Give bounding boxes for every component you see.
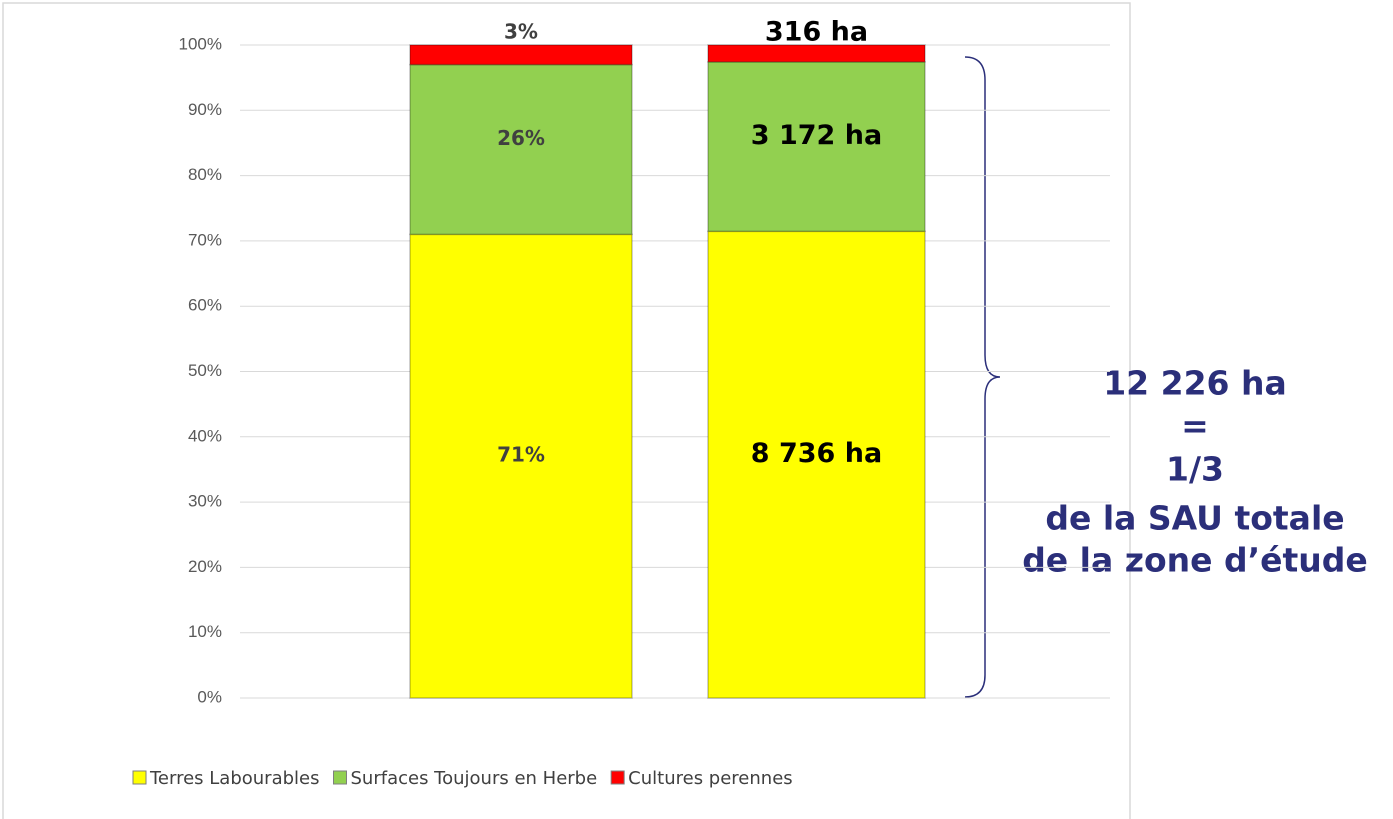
y-tick-label: 20% (188, 557, 222, 576)
y-tick-label: 30% (188, 492, 222, 511)
annotation-line: 1/3 (1166, 450, 1224, 489)
legend-swatch (610, 770, 625, 785)
bar-segment (707, 44, 926, 63)
data-label: 316 ha (765, 17, 868, 48)
annotation-line: = (1181, 407, 1209, 446)
annotation-line: 12 226 ha (1103, 364, 1287, 403)
y-tick-label: 60% (188, 296, 222, 315)
bracket (964, 56, 1001, 698)
bar-segment (409, 63, 633, 236)
bar-segment (707, 61, 926, 233)
y-tick-label: 50% (188, 361, 222, 380)
legend-label: Surfaces Toujours en Herbe (351, 768, 598, 789)
bar-segment (409, 233, 633, 699)
bar-segment (409, 44, 633, 66)
legend-label: Cultures perennes (628, 768, 792, 789)
legend-label: Terres Labourables (149, 768, 320, 789)
y-tick-label: 80% (188, 165, 222, 184)
annotation-line: de la zone d’étude (1022, 541, 1368, 580)
legend-swatch (333, 770, 347, 785)
legend: Terres Labourables Surfaces Toujours en H… (132, 768, 793, 789)
data-label: 71% (497, 443, 545, 467)
y-tick-label: 90% (188, 100, 222, 119)
y-tick-label: 100% (179, 34, 222, 53)
data-label: 8 736 ha (751, 438, 882, 469)
y-tick-label: 70% (188, 230, 222, 249)
y-tick-label: 10% (188, 622, 222, 641)
y-tick-label: 0% (197, 687, 222, 706)
data-label: 3 172 ha (751, 120, 882, 151)
legend-swatch (132, 770, 147, 785)
data-label: 26% (497, 126, 545, 150)
bar-segment (707, 230, 926, 699)
annotation-line: de la SAU totale (1045, 499, 1344, 538)
y-tick-label: 40% (188, 426, 222, 445)
data-label: 3% (504, 20, 538, 44)
